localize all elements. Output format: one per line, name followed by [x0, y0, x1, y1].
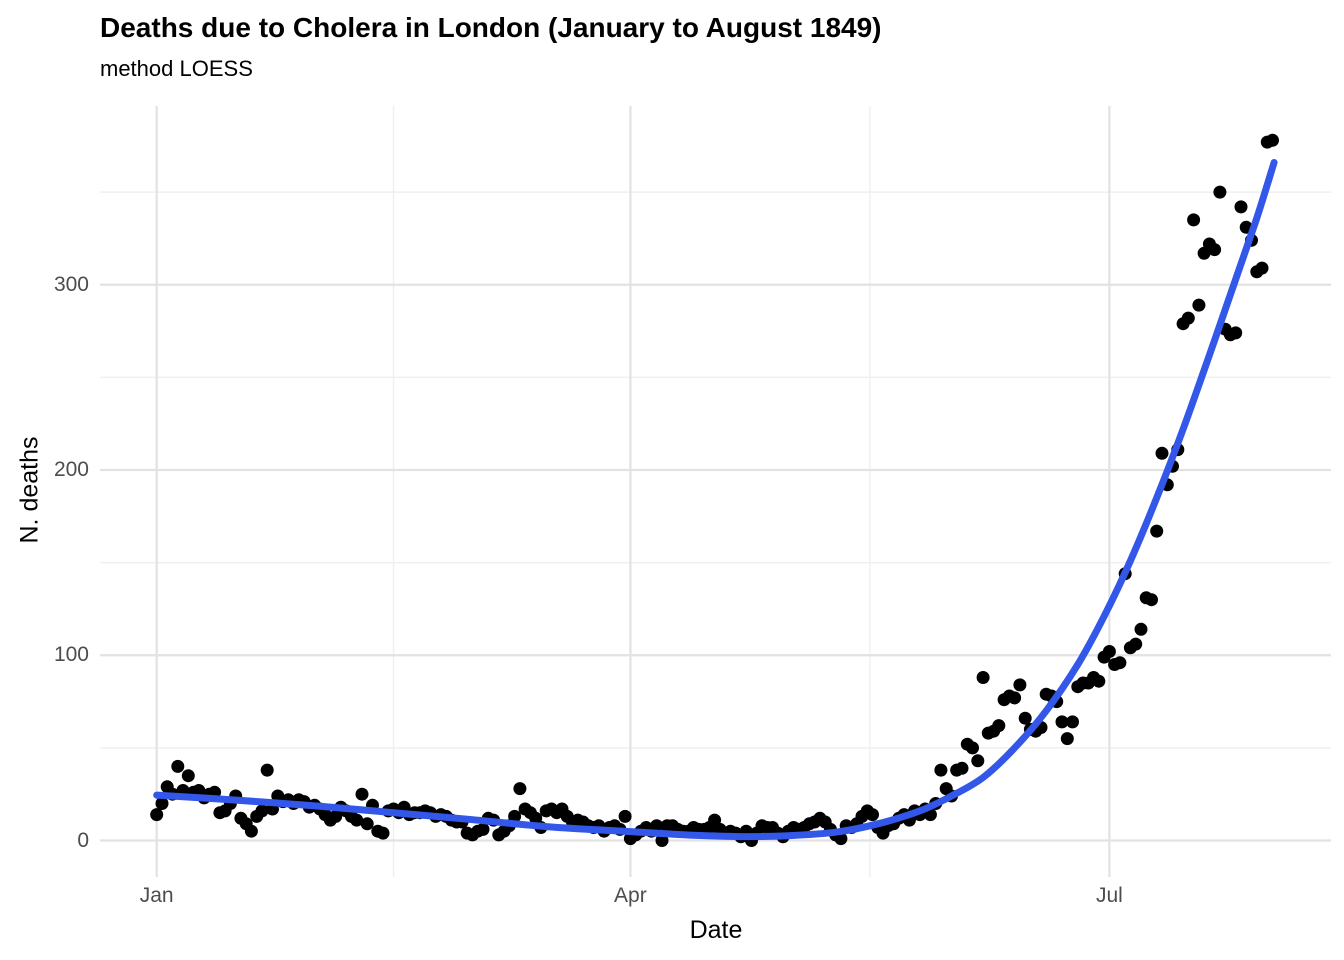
data-point	[1013, 678, 1027, 692]
loess-curve	[153, 159, 1278, 841]
gridlines-minor	[100, 106, 1331, 877]
data-point	[1134, 622, 1148, 636]
y-tick-label: 200	[53, 458, 89, 481]
data-point	[1018, 711, 1032, 725]
y-tick-label: 0	[77, 828, 89, 852]
data-point	[1066, 715, 1079, 729]
data-point	[1102, 645, 1116, 658]
data-point	[1234, 200, 1248, 214]
data-point	[966, 741, 979, 755]
data-point	[1266, 133, 1279, 147]
data-point	[1008, 691, 1022, 705]
data-point	[1155, 446, 1169, 460]
data-point	[150, 808, 164, 822]
data-point	[1055, 715, 1069, 729]
y-axis-title: N. deaths	[15, 436, 44, 544]
data-point	[934, 763, 948, 777]
y-tick-label: 300	[53, 272, 89, 296]
data-point	[171, 759, 185, 773]
data-point	[1150, 524, 1164, 538]
data-point	[1129, 637, 1143, 651]
gridlines-major	[100, 106, 1331, 877]
data-point	[1213, 185, 1227, 199]
y-tick-label: 100	[53, 643, 89, 667]
data-point	[360, 817, 374, 831]
data-point	[181, 769, 195, 783]
data-point	[1060, 732, 1074, 746]
data-point	[508, 809, 522, 823]
data-point	[1208, 243, 1222, 257]
data-point	[476, 822, 490, 836]
data-point	[355, 787, 369, 801]
data-point	[1145, 593, 1158, 607]
data-point	[976, 671, 990, 684]
data-point	[955, 761, 969, 775]
x-tick-label: Apr	[614, 884, 647, 907]
x-tick-label: Jul	[1095, 884, 1123, 907]
chart-title: Deaths due to Cholera in London (January…	[100, 12, 882, 43]
data-point	[1229, 326, 1243, 340]
data-point	[1181, 311, 1195, 325]
x-tick-label: Jan	[139, 884, 174, 907]
data-point	[618, 809, 632, 823]
data-point	[866, 808, 879, 822]
x-axis-title: Date	[689, 916, 743, 944]
data-point	[650, 819, 664, 833]
data-point	[1092, 674, 1106, 688]
data-point	[992, 719, 1006, 733]
data-point	[513, 782, 527, 796]
data-point	[350, 813, 364, 827]
chart-subtitle: method LOESS	[100, 56, 253, 81]
data-point	[1192, 298, 1206, 312]
data-point	[155, 797, 169, 810]
data-point	[376, 826, 390, 840]
data-point	[1113, 656, 1127, 670]
data-point	[971, 754, 985, 768]
data-point	[244, 824, 258, 838]
data-point	[260, 763, 274, 777]
data-point	[1187, 213, 1201, 227]
data-point	[1255, 261, 1269, 275]
data-point	[255, 804, 269, 818]
